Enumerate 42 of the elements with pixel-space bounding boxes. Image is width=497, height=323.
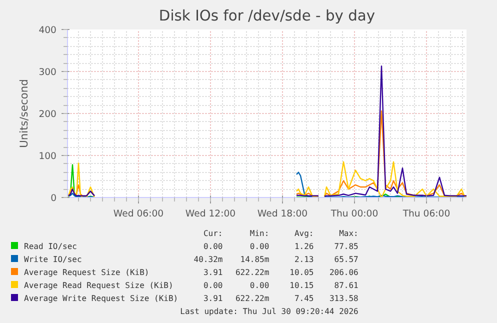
text: 622.22m (234, 293, 270, 305)
text: 0.00 (248, 241, 270, 253)
text: 622.22m (234, 267, 270, 279)
text: 10.15 (288, 280, 315, 292)
legend-label: Average Read Request Size (KiB) (23, 280, 174, 292)
text: 14.85m (239, 254, 270, 266)
text: 7.45 (293, 293, 315, 305)
text: 0.00 (248, 280, 270, 292)
y-tick-label: 300 (38, 67, 57, 78)
text: 206.06 (328, 267, 360, 279)
y-tick-label: 100 (38, 151, 57, 162)
text: 0.00 (202, 241, 224, 253)
text: 10.05 (288, 267, 315, 279)
text: 3.91 (202, 267, 224, 279)
text: Min: (248, 228, 270, 240)
x-tick-label: Thu 00:00 (330, 208, 378, 220)
text: Avg: (293, 228, 315, 240)
text: Last update: Thu Jul 30 09:20:44 2026 (179, 306, 360, 318)
x-tick-label: Thu 06:00 (402, 208, 450, 220)
y-tick-label: 200 (38, 109, 57, 120)
text: Cur: (202, 228, 224, 240)
legend-label: Average Write Request Size (KiB) (23, 293, 180, 305)
y-axis-title: Units/second (18, 79, 31, 148)
text: 40.32m (192, 254, 224, 266)
y-tick-label: 400 (38, 25, 57, 36)
text: 2.13 (293, 254, 315, 266)
legend-label: Read IO/sec (23, 241, 78, 253)
x-tick-label: Wed 12:00 (185, 208, 236, 220)
y-tick-label: 0 (50, 193, 57, 204)
text: 77.85 (333, 241, 360, 253)
legend-label: Average Request Size (KiB) (23, 267, 150, 279)
text: 0.00 (202, 280, 224, 292)
x-tick-label: Wed 18:00 (257, 208, 308, 220)
text: 65.57 (333, 254, 360, 266)
chart-title: Disk IOs for /dev/sde - by day (158, 8, 376, 24)
text: 313.58 (328, 293, 360, 305)
text: 87.61 (333, 280, 360, 292)
text: 1.26 (293, 241, 315, 253)
legend-label: Write IO/sec (23, 254, 83, 266)
text: Max: (338, 228, 360, 240)
text: 3.91 (202, 293, 224, 305)
x-tick-label: Wed 06:00 (113, 208, 164, 220)
